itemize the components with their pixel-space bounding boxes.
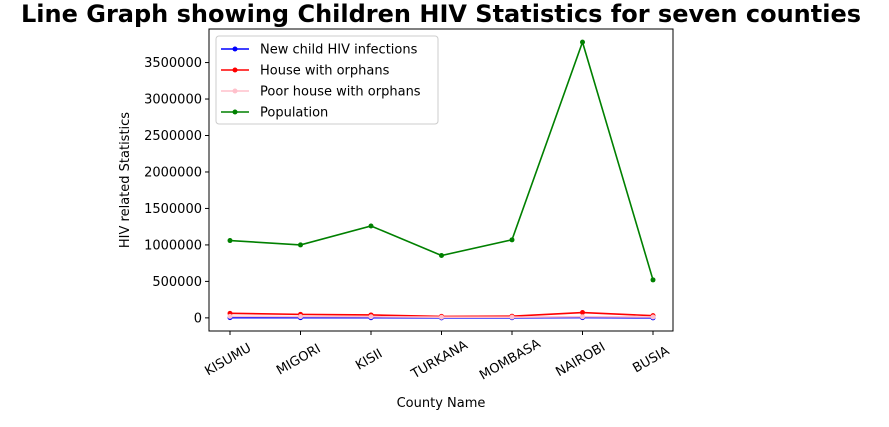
legend-marker — [233, 110, 238, 115]
data-point — [369, 223, 374, 228]
y-axis: 0 500000 1000000 1500000 2000000 2500000 30000… — [144, 56, 209, 326]
x-tick-label: BUSIA — [630, 344, 672, 377]
data-point — [298, 314, 303, 319]
y-tick-label: 3500000 — [144, 56, 202, 71]
data-point — [580, 40, 585, 45]
chart-title: Line Graph showing Children HIV Statisti… — [21, 0, 861, 28]
data-point — [439, 315, 444, 320]
legend-marker — [233, 68, 238, 73]
legend-label: Poor house with orphans — [260, 85, 421, 100]
y-tick-label: 500000 — [152, 275, 202, 290]
y-tick-label: 2000000 — [144, 165, 202, 180]
legend-marker — [233, 89, 238, 94]
x-axis-label: County Name — [397, 396, 486, 411]
y-axis-label: HIV related Statistics — [118, 112, 133, 248]
legend-label: New child HIV infections — [260, 43, 418, 58]
data-point — [580, 314, 585, 319]
x-tick-label: TURKANA — [408, 338, 470, 383]
data-point — [439, 253, 444, 258]
legend-marker — [233, 47, 238, 52]
data-point — [228, 238, 233, 243]
data-point — [510, 237, 515, 242]
y-tick-label: 1000000 — [144, 238, 202, 253]
data-point — [228, 314, 233, 319]
y-tick-label: 0 — [194, 311, 202, 326]
data-point — [651, 314, 656, 319]
x-tick-label: KISII — [353, 346, 385, 373]
data-point — [298, 242, 303, 247]
legend: New child HIV infections House with orpha… — [216, 36, 438, 124]
data-point — [369, 314, 374, 319]
x-tick-label: KISUMU — [202, 341, 254, 379]
y-tick-label: 3000000 — [144, 93, 202, 108]
data-point — [651, 277, 656, 282]
y-tick-label: 2500000 — [144, 129, 202, 144]
legend-label: House with orphans — [260, 64, 390, 79]
x-tick-label: NAIROBI — [553, 340, 608, 380]
x-tick-label: MIGORI — [274, 341, 323, 378]
legend-label: Population — [260, 106, 328, 121]
x-tick-label: MOMBASA — [477, 336, 543, 383]
data-point — [510, 315, 515, 320]
y-tick-label: 1500000 — [144, 202, 202, 217]
